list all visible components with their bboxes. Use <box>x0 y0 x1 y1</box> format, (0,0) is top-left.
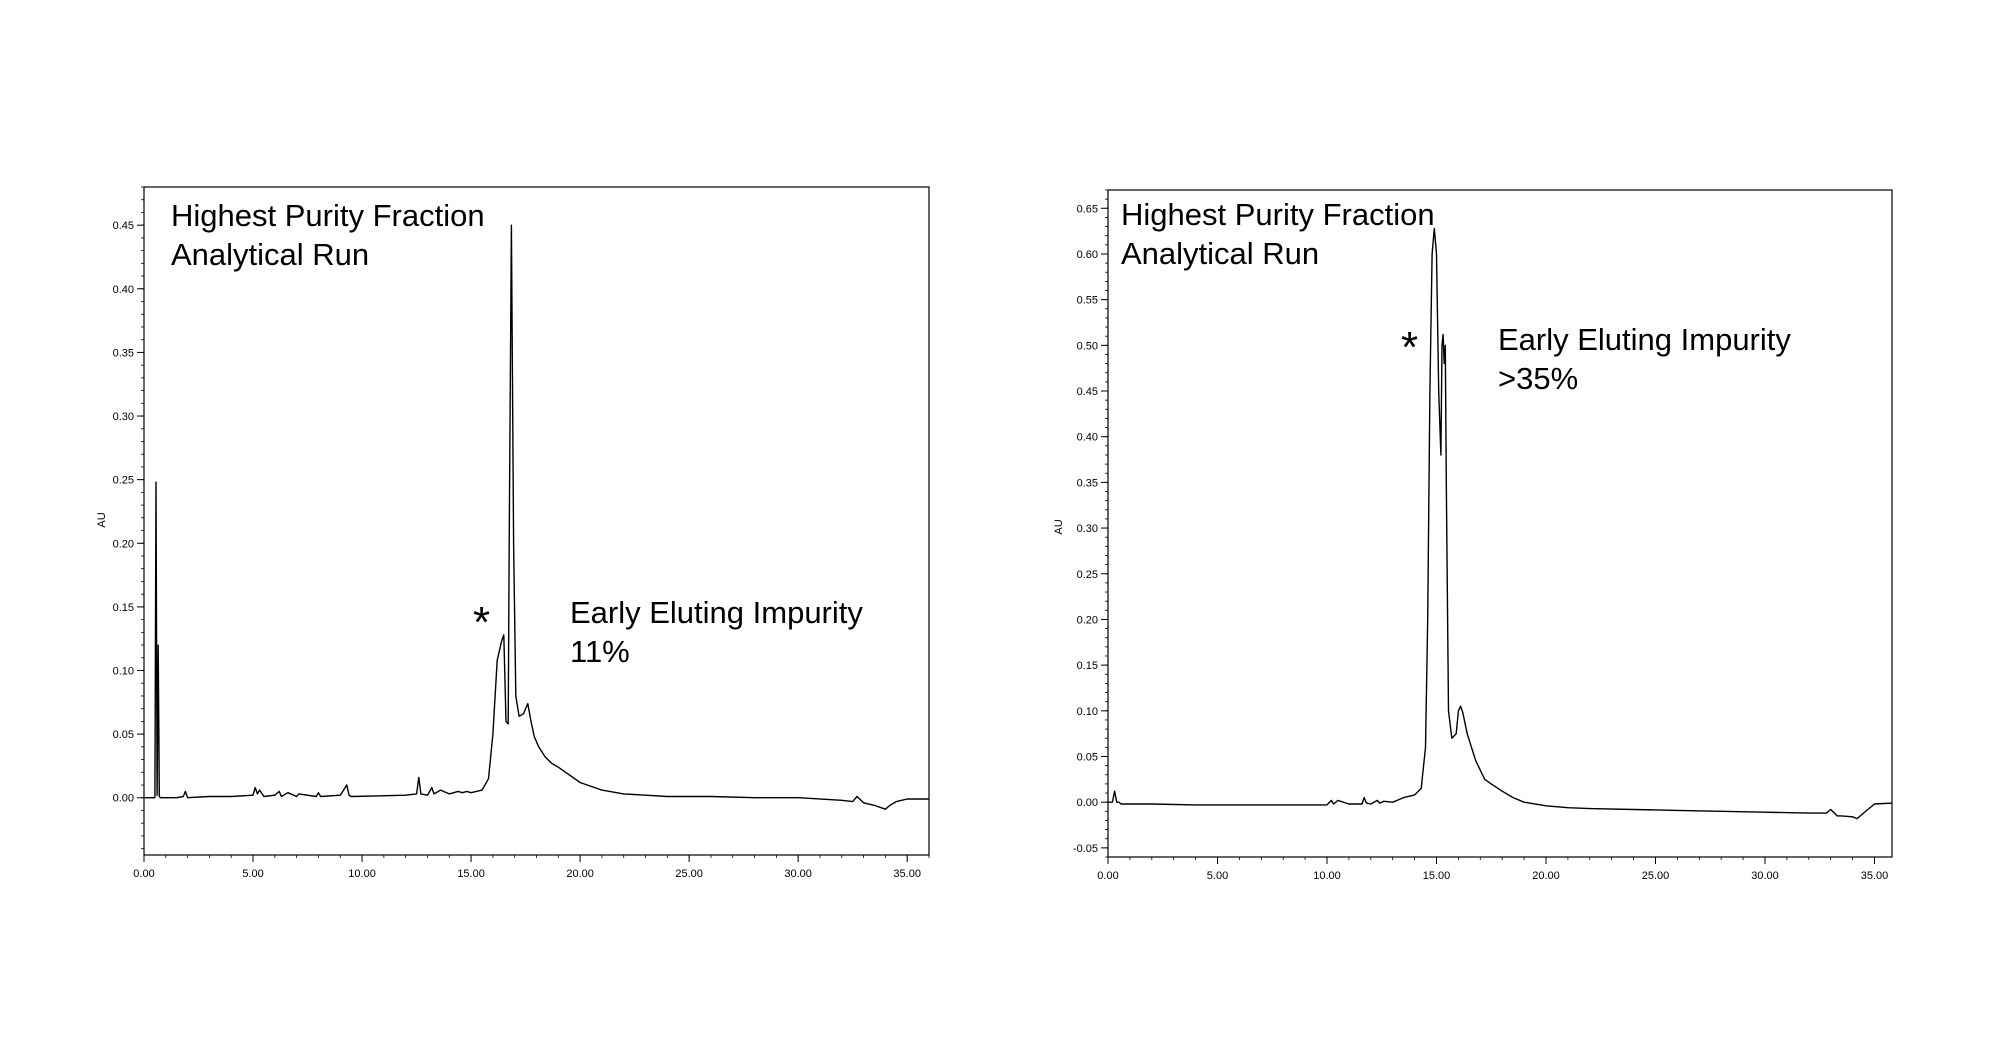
y-axis-label: AU <box>96 512 108 527</box>
x-tick-label: 20.00 <box>566 868 594 880</box>
y-tick-label: 0.45 <box>1077 386 1098 398</box>
x-tick-label: 30.00 <box>1751 870 1779 882</box>
impurity-annotation-line: >35% <box>1498 361 1578 396</box>
y-tick-label: -0.05 <box>1073 843 1098 855</box>
y-tick-label: 0.10 <box>1077 706 1098 718</box>
impurity-annotation-line: Early Eluting Impurity <box>570 595 863 630</box>
x-tick-label: 35.00 <box>893 868 921 880</box>
y-tick-label: 0.00 <box>113 793 134 805</box>
x-tick-label: 5.00 <box>1207 870 1228 882</box>
chart-panel-left: 0.00 0.05 0.10 0.15 0.20 0.25 0.30 0.35 0.40 0.45… <box>96 186 930 880</box>
x-tick-label: 20.00 <box>1532 870 1560 882</box>
x-tick-label: 10.00 <box>348 868 376 880</box>
chromatogram-trace <box>1108 227 1893 820</box>
y-tick-label: 0.30 <box>1077 523 1098 535</box>
y-tick-label: 0.15 <box>1077 660 1098 672</box>
x-tick-label: 10.00 <box>1313 870 1341 882</box>
y-tick-label: 0.55 <box>1077 295 1098 307</box>
y-tick-label: 0.65 <box>1077 203 1098 215</box>
y-tick-label: 0.40 <box>113 284 134 296</box>
y-tick-label: 0.25 <box>113 475 134 487</box>
y-tick-label: 0.20 <box>113 538 134 550</box>
x-tick-label: 5.00 <box>242 868 263 880</box>
x-tick-label: 35.00 <box>1861 870 1889 882</box>
y-tick-label: 0.00 <box>1077 797 1098 809</box>
x-tick-label: 15.00 <box>457 868 485 880</box>
x-tick-label: 25.00 <box>1642 870 1670 882</box>
chromatogram-trace <box>144 224 929 810</box>
y-tick-label: 0.30 <box>113 411 134 423</box>
y-tick-label: 0.35 <box>113 347 134 359</box>
y-tick-label: 0.35 <box>1077 477 1098 489</box>
chart-title-line: Highest Purity Fraction <box>1121 197 1435 232</box>
impurity-annotation-line: Early Eluting Impurity <box>1498 322 1791 357</box>
plot-frame <box>1107 189 1893 858</box>
x-tick-label: 30.00 <box>784 868 812 880</box>
chart-title-line: Analytical Run <box>1121 236 1319 271</box>
y-axis-label: AU <box>1053 519 1065 534</box>
impurity-asterisk-marker: * <box>473 598 490 647</box>
y-tick-label: 0.10 <box>113 666 134 678</box>
chart-panel-right: -0.05 0.00 0.05 0.10 0.15 0.20 0.25 0.30 0.35 0.4… <box>1053 189 1893 882</box>
y-tick-label: 0.50 <box>1077 340 1098 352</box>
chart-title-line: Highest Purity Fraction <box>171 198 485 233</box>
x-tick-label: 15.00 <box>1423 870 1451 882</box>
y-tick-label: 0.25 <box>1077 569 1098 581</box>
y-tick-label: 0.45 <box>113 220 134 232</box>
y-tick-label: 0.40 <box>1077 432 1098 444</box>
y-tick-label: 0.05 <box>113 729 134 741</box>
y-tick-label: 0.05 <box>1077 751 1098 763</box>
x-tick-label: 0.00 <box>1097 870 1118 882</box>
impurity-annotation-line: 11% <box>570 634 630 669</box>
y-tick-label: 0.15 <box>113 602 134 614</box>
chart-title-line: Analytical Run <box>171 237 369 272</box>
impurity-asterisk-marker: * <box>1401 323 1418 372</box>
plot-frame <box>143 186 930 856</box>
x-tick-label: 25.00 <box>675 868 703 880</box>
x-tick-label: 0.00 <box>133 868 154 880</box>
y-tick-label: 0.20 <box>1077 614 1098 626</box>
y-tick-label: 0.60 <box>1077 249 1098 261</box>
